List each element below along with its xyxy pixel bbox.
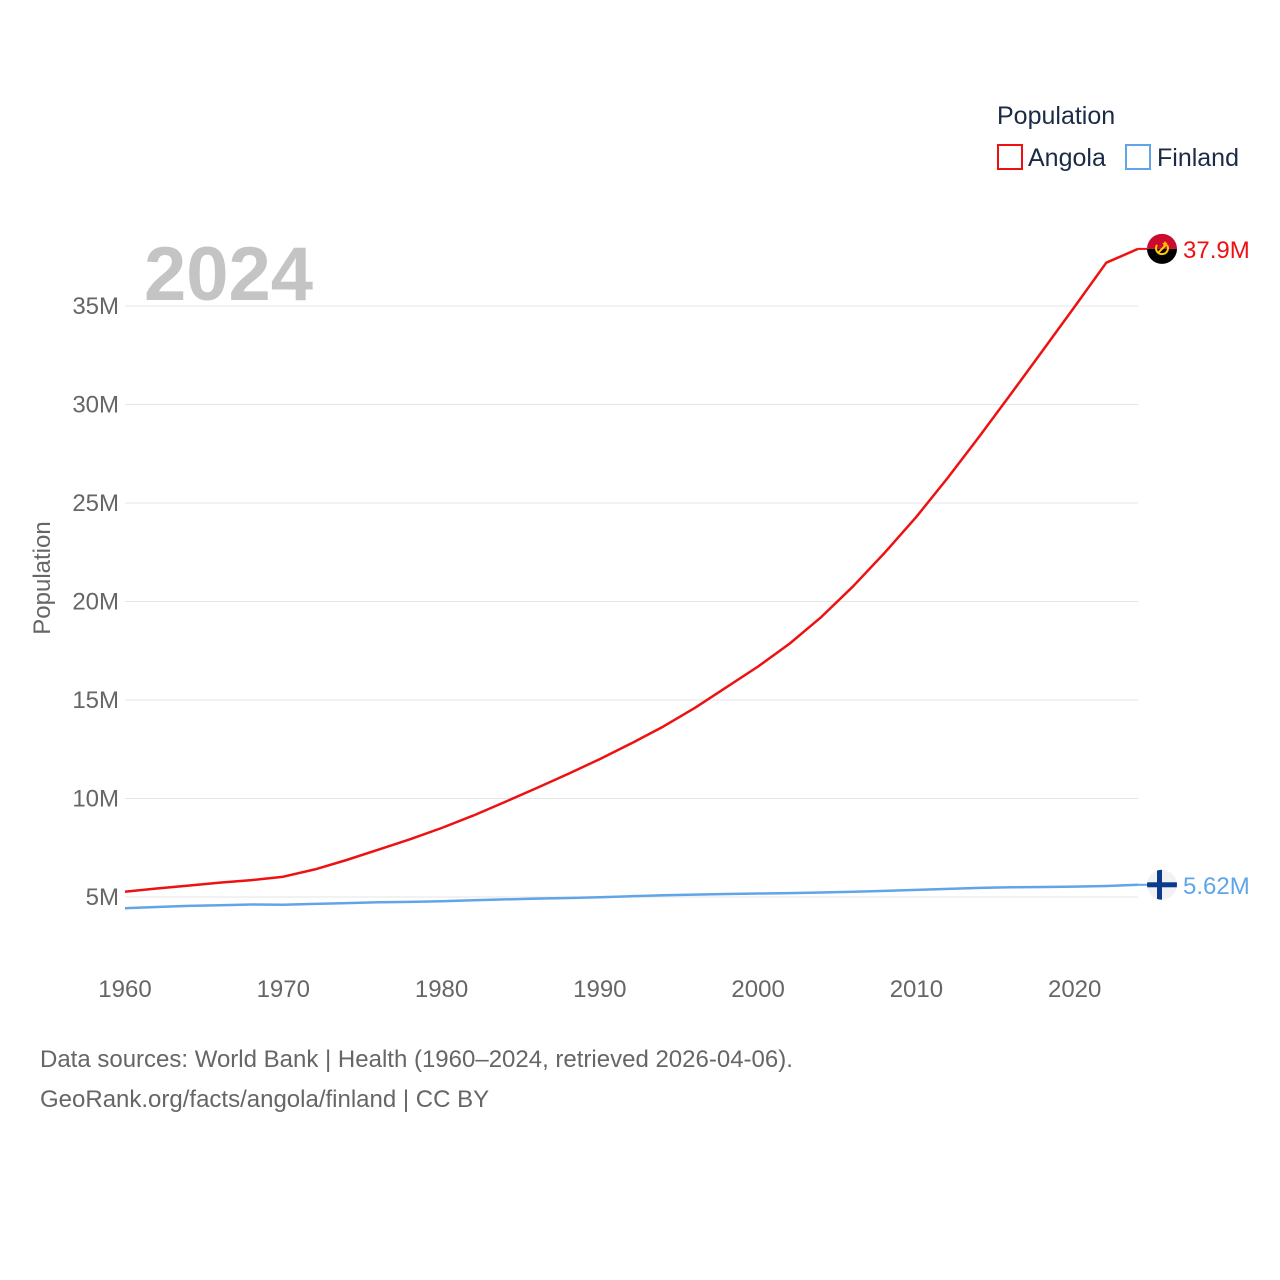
legend-swatch-angola [997, 144, 1023, 170]
x-tick-label-2020: 2020 [1048, 976, 1101, 1003]
y-tick-label-5M: 5M [86, 884, 119, 911]
x-tick-label-1970: 1970 [257, 976, 310, 1003]
legend-swatch-finland [1125, 144, 1151, 170]
x-axis-ticks: 1960 1970 1980 1990 2000 2010 2020 [98, 976, 1101, 1003]
y-tick-label-25M: 25M [72, 490, 119, 517]
y-axis-title: Population [29, 521, 56, 634]
series-lines [124, 247, 1139, 910]
y-tick-label-10M: 10M [72, 786, 119, 813]
legend: Population Angola Finland [997, 102, 1239, 172]
gridlines [125, 305, 1138, 898]
legend-item-finland[interactable]: Finland [1125, 144, 1239, 172]
series-line-finland[interactable] [124, 883, 1139, 910]
source-note: Data sources: World Bank | Health (1960–… [40, 1046, 793, 1073]
y-tick-label-15M: 15M [72, 687, 119, 714]
y-axis-ticks: 5M 10M 15M 20M 25M 30M 35M [72, 293, 119, 911]
finland-flag-icon [1147, 869, 1177, 900]
y-tick-label-35M: 35M [72, 293, 119, 320]
end-marker-angola: 37.9M [1138, 233, 1250, 264]
series-line-angola[interactable] [124, 247, 1139, 893]
x-tick-label-2010: 2010 [890, 976, 943, 1003]
x-tick-label-1990: 1990 [573, 976, 626, 1003]
year-label: 2024 [144, 232, 313, 317]
legend-title: Population [997, 102, 1115, 130]
angola-flag-icon [1147, 233, 1177, 264]
end-label-finland: 5.62M [1183, 873, 1250, 900]
y-tick-label-20M: 20M [72, 589, 119, 616]
legend-label-finland: Finland [1157, 144, 1239, 172]
legend-label-angola: Angola [1028, 144, 1106, 172]
x-tick-label-2000: 2000 [731, 976, 784, 1003]
attribution-link[interactable]: GeoRank.org/facts/angola/finland | CC BY [40, 1086, 490, 1113]
x-tick-label-1980: 1980 [415, 976, 468, 1003]
x-tick-label-1960: 1960 [98, 976, 151, 1003]
y-tick-label-30M: 30M [72, 392, 119, 419]
legend-item-angola[interactable]: Angola [997, 144, 1106, 172]
end-marker-finland: 5.62M [1138, 869, 1250, 900]
end-label-angola: 37.9M [1183, 237, 1250, 264]
